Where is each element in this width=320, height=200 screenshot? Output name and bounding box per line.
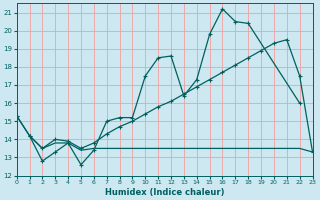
X-axis label: Humidex (Indice chaleur): Humidex (Indice chaleur) xyxy=(105,188,224,197)
